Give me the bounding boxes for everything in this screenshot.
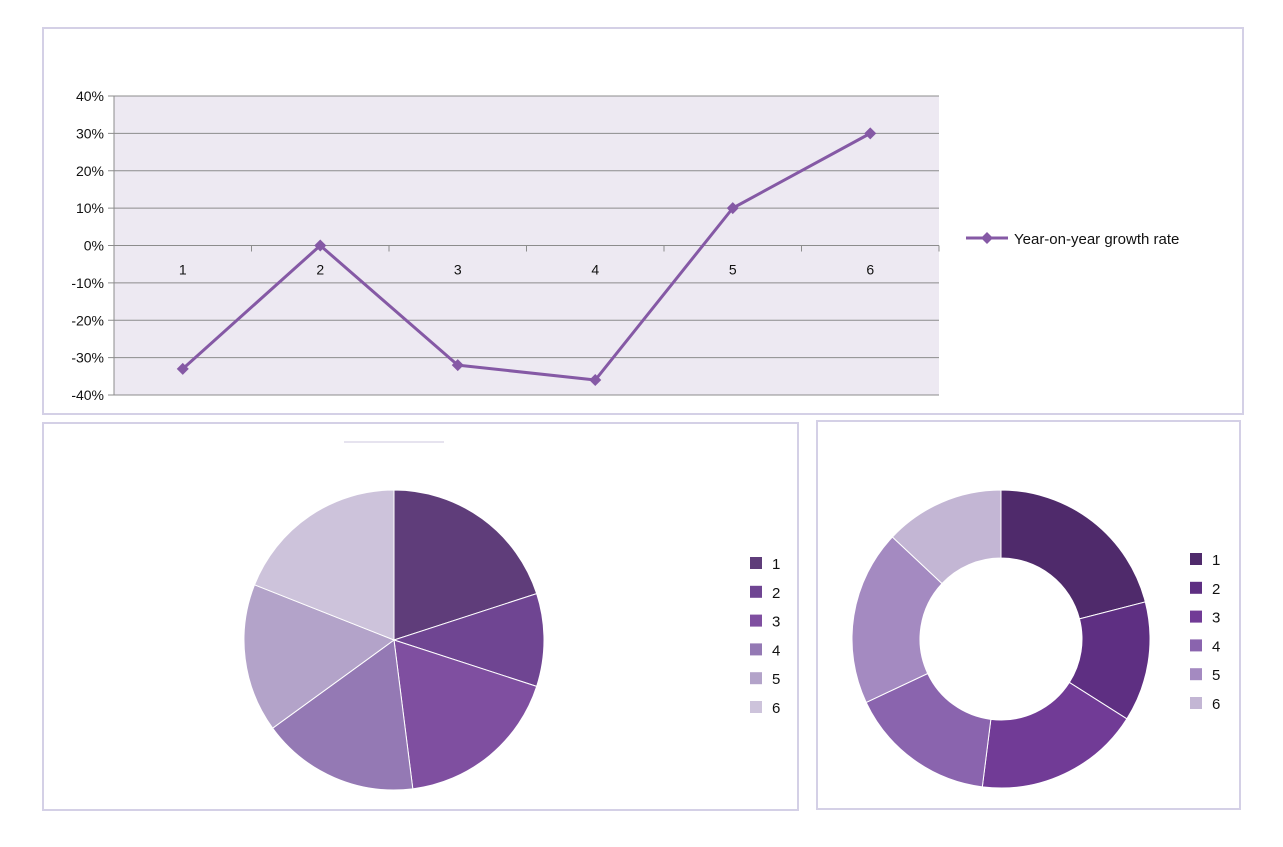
x-tick-label: 2 bbox=[316, 262, 324, 278]
legend-label: Year-on-year growth rate bbox=[1014, 231, 1179, 248]
pie-slice bbox=[243, 584, 396, 729]
doughnut-chart-panel: 1 2 3 4 5 6 bbox=[816, 420, 1241, 810]
doughnut-slice bbox=[851, 536, 943, 704]
y-tick-label: 0% bbox=[84, 238, 104, 254]
data-point-marker bbox=[589, 374, 602, 387]
legend-label: 2 bbox=[772, 585, 780, 602]
data-point-marker bbox=[864, 127, 877, 140]
legend-swatch bbox=[1190, 697, 1202, 709]
legend-swatch bbox=[750, 585, 762, 598]
pie-slice bbox=[393, 489, 538, 641]
pie-slice bbox=[271, 639, 414, 791]
pie-chart-panel: 1 2 3 4 5 6 bbox=[42, 422, 799, 811]
legend-label: 2 bbox=[1212, 581, 1220, 598]
legend-swatch bbox=[750, 557, 762, 569]
x-tick-label: 4 bbox=[591, 262, 599, 278]
doughnut-chart: 1 2 3 4 5 6 bbox=[851, 489, 1220, 789]
y-tick-label: 10% bbox=[76, 200, 104, 216]
series-line bbox=[181, 132, 871, 382]
x-tick-label: 6 bbox=[866, 262, 874, 278]
legend-swatch bbox=[1190, 610, 1202, 623]
y-tick-label: -40% bbox=[71, 387, 104, 403]
legend-swatch bbox=[750, 701, 762, 713]
legend-label: 3 bbox=[772, 614, 780, 631]
data-point-marker bbox=[314, 239, 327, 252]
legend-label: 1 bbox=[772, 556, 780, 573]
data-point-marker bbox=[726, 202, 739, 215]
pie-title-placeholder bbox=[344, 441, 444, 443]
legend-swatch bbox=[750, 614, 762, 627]
pie-slice bbox=[392, 593, 545, 687]
doughnut-slice bbox=[891, 489, 1002, 585]
x-tick-label: 5 bbox=[729, 262, 737, 278]
line-chart: 40% 30% 20% 10% 0% -10% -20% -30% -40% 1 2 3 4 5 6 Year… bbox=[71, 88, 1179, 403]
legend-swatch bbox=[1190, 639, 1202, 652]
legend-label: 6 bbox=[1212, 696, 1220, 713]
legend-label: 6 bbox=[772, 700, 780, 717]
doughnut-slice bbox=[1000, 489, 1146, 620]
x-tick-label: 3 bbox=[454, 262, 462, 278]
x-tick-label: 1 bbox=[179, 262, 187, 278]
legend-swatch bbox=[750, 672, 762, 685]
legend-swatch bbox=[1190, 668, 1202, 681]
legend-label: 5 bbox=[772, 671, 780, 688]
pie-slice bbox=[393, 639, 538, 790]
legend-marker bbox=[981, 232, 993, 244]
data-point-marker bbox=[451, 359, 464, 372]
y-tick-label: -20% bbox=[71, 312, 104, 328]
legend-label: 1 bbox=[1212, 552, 1220, 569]
line-chart-panel: 40% 30% 20% 10% 0% -10% -20% -30% -40% 1 2 3 4 5 6 Year… bbox=[42, 27, 1244, 415]
legend-label: 4 bbox=[772, 642, 780, 659]
legend-swatch bbox=[1190, 581, 1202, 594]
legend-swatch bbox=[1190, 553, 1202, 565]
y-tick-label: 40% bbox=[76, 88, 104, 104]
legend-swatch bbox=[750, 643, 762, 656]
legend-label: 4 bbox=[1212, 638, 1220, 655]
pie-chart: 1 2 3 4 5 6 bbox=[243, 489, 780, 791]
legend-label: 5 bbox=[1212, 667, 1220, 684]
y-tick-label: 30% bbox=[76, 125, 104, 141]
y-tick-label: 20% bbox=[76, 163, 104, 179]
data-point-marker bbox=[176, 362, 189, 375]
y-tick-label: -30% bbox=[71, 350, 104, 366]
pie-slice bbox=[253, 489, 395, 641]
legend-label: 3 bbox=[1212, 610, 1220, 627]
y-tick-label: -10% bbox=[71, 275, 104, 291]
